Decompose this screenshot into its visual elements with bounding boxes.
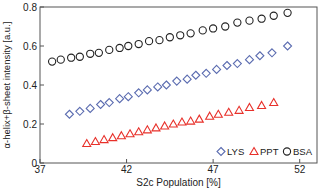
legend-label: PPT <box>260 146 279 157</box>
y-tick <box>40 124 44 125</box>
y-tick <box>40 46 44 47</box>
point <box>178 118 186 125</box>
point <box>225 108 233 115</box>
point <box>154 83 162 91</box>
point <box>156 37 163 44</box>
point <box>152 124 160 131</box>
legend-label: BSA <box>293 146 313 157</box>
point <box>145 38 152 45</box>
legend-marker <box>250 148 258 155</box>
legend: LYS PPT BSA <box>217 146 313 157</box>
point <box>76 107 84 115</box>
point <box>284 42 292 50</box>
legend-marker <box>217 148 225 156</box>
y-axis-title: α-helix+β-sheet intensity [a.u.] <box>1 22 12 149</box>
series-ppt <box>83 99 278 147</box>
point <box>234 19 241 26</box>
point <box>270 99 278 106</box>
point <box>86 104 94 112</box>
y-tick-label: 0.6 <box>23 41 37 52</box>
x-tick <box>126 159 127 163</box>
point <box>202 69 210 77</box>
x-tick <box>299 159 300 163</box>
x-axis-title: S2c Population [%] <box>136 177 221 188</box>
plot-area <box>49 9 292 146</box>
point <box>195 115 203 122</box>
x-tick-label: 52 <box>294 164 306 175</box>
y-tick-label: 0.4 <box>23 80 37 91</box>
series-lys <box>65 42 291 118</box>
point <box>213 65 221 73</box>
point <box>177 32 184 39</box>
point <box>116 95 124 103</box>
point <box>49 58 56 65</box>
point <box>57 56 64 63</box>
point <box>143 126 151 133</box>
point <box>83 140 91 147</box>
point <box>192 71 200 79</box>
point <box>166 34 173 41</box>
point <box>256 52 264 60</box>
plot-frame <box>40 7 317 163</box>
point <box>173 77 181 85</box>
y-tick <box>40 85 44 86</box>
point <box>106 46 113 53</box>
point <box>223 62 231 70</box>
point <box>161 122 169 129</box>
x-tick-label: 47 <box>208 164 220 175</box>
point <box>245 56 253 64</box>
point <box>268 49 276 57</box>
point <box>65 110 73 118</box>
point <box>135 128 143 135</box>
x-tick <box>213 159 214 163</box>
point <box>284 9 291 16</box>
point <box>169 120 177 127</box>
point <box>233 60 241 68</box>
point <box>125 42 132 49</box>
point <box>116 44 123 51</box>
point <box>258 15 265 22</box>
x-tick-label: 42 <box>121 164 133 175</box>
point <box>126 130 134 137</box>
x-tick <box>40 159 41 163</box>
point <box>235 106 243 113</box>
point <box>97 101 105 109</box>
point <box>135 40 142 47</box>
point <box>109 134 117 141</box>
y-tick-label: 0.2 <box>23 119 37 130</box>
y-tick-label: 0.8 <box>23 2 37 13</box>
point <box>206 112 214 119</box>
point <box>270 12 277 19</box>
point <box>258 101 266 108</box>
point <box>187 30 194 37</box>
point <box>246 17 253 24</box>
point <box>68 54 75 61</box>
point <box>95 49 102 56</box>
point <box>117 132 125 139</box>
point <box>76 53 83 60</box>
point <box>91 138 99 145</box>
point <box>124 93 132 101</box>
y-tick-label: 0 <box>31 158 37 169</box>
point <box>222 23 229 30</box>
point <box>210 25 217 32</box>
point <box>87 50 94 57</box>
point <box>105 99 113 107</box>
legend-marker <box>283 148 290 155</box>
point <box>162 81 170 89</box>
y-tick <box>40 7 44 8</box>
point <box>183 75 191 83</box>
point <box>187 117 195 124</box>
point <box>214 110 222 117</box>
y-tick <box>40 163 44 164</box>
point <box>135 89 143 97</box>
point <box>100 136 108 143</box>
chart: 3742475200.20.40.60.8S2c Population [%]α… <box>0 0 322 189</box>
point <box>199 27 206 34</box>
point <box>143 86 151 94</box>
legend-label: LYS <box>227 146 244 157</box>
point <box>245 103 253 110</box>
series-bsa <box>49 9 292 65</box>
